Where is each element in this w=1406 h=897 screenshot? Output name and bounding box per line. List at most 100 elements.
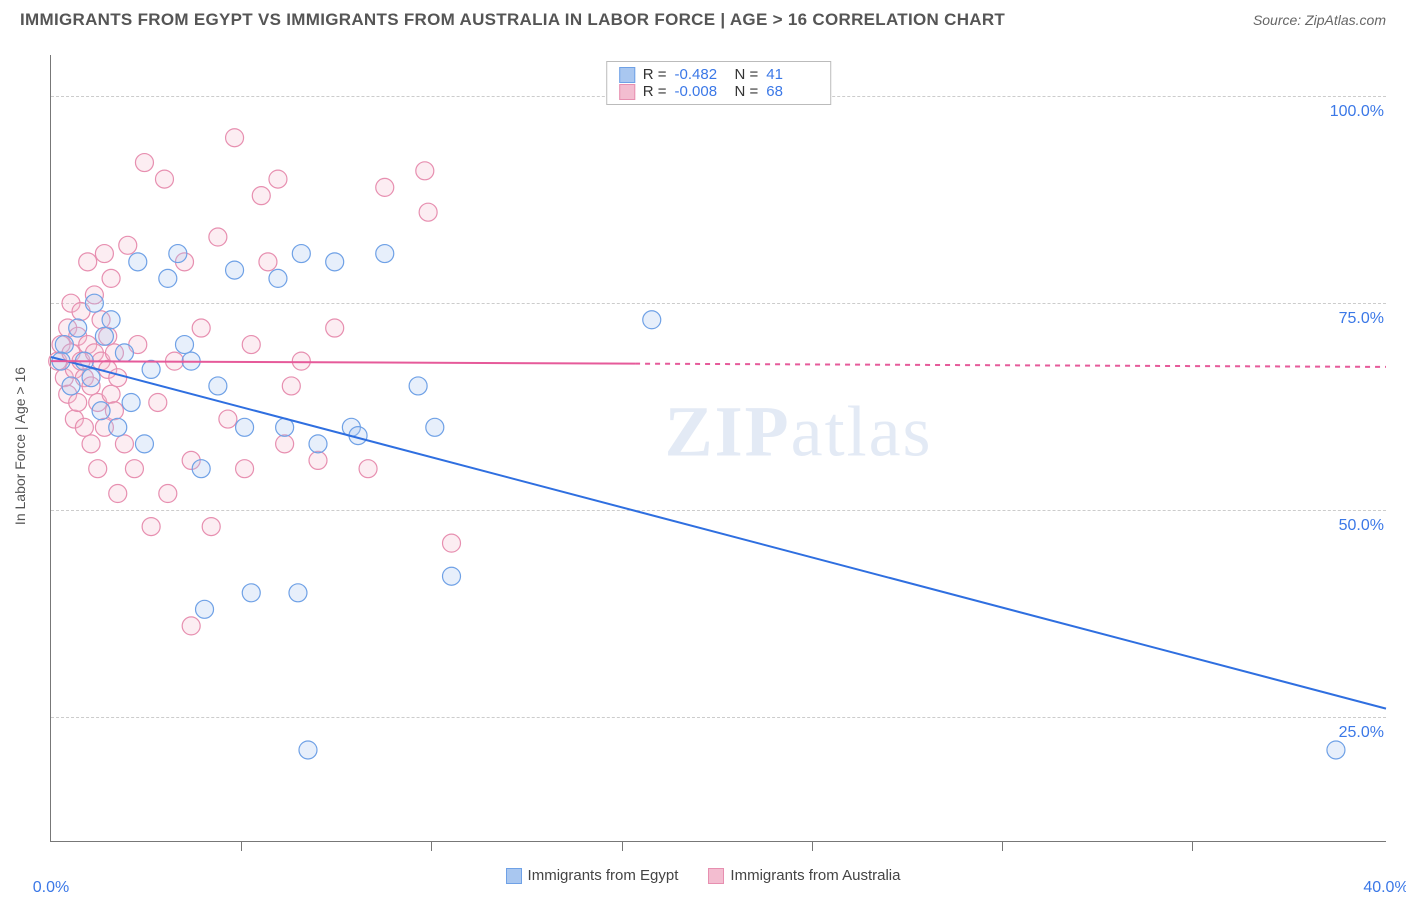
data-point bbox=[419, 203, 437, 221]
data-point bbox=[242, 336, 260, 354]
data-point bbox=[299, 741, 317, 759]
stats-row: R =-0.008N =68 bbox=[619, 83, 819, 100]
data-point bbox=[119, 236, 137, 254]
chart-plot-area: ZIPatlas R =-0.482N =41R =-0.008N =68 25… bbox=[50, 55, 1386, 842]
data-point bbox=[69, 393, 87, 411]
data-point bbox=[236, 418, 254, 436]
chart-title: IMMIGRANTS FROM EGYPT VS IMMIGRANTS FROM… bbox=[20, 10, 1005, 30]
data-point bbox=[142, 518, 160, 536]
data-point bbox=[122, 393, 140, 411]
x-tick bbox=[1192, 841, 1193, 851]
data-point bbox=[443, 534, 461, 552]
data-point bbox=[115, 435, 133, 453]
legend-item: Immigrants from Australia bbox=[708, 867, 900, 884]
x-tick bbox=[241, 841, 242, 851]
trend-line bbox=[51, 357, 1386, 709]
legend-swatch bbox=[506, 868, 522, 884]
correlation-stats-box: R = -0.482 N = 41R = -0.008 N = 68 bbox=[606, 61, 832, 105]
data-point bbox=[69, 319, 87, 337]
data-point bbox=[149, 393, 167, 411]
data-point bbox=[1327, 741, 1345, 759]
data-point bbox=[309, 435, 327, 453]
data-point bbox=[276, 435, 294, 453]
data-point bbox=[292, 352, 310, 370]
data-point bbox=[125, 460, 143, 478]
legend-label: Immigrants from Australia bbox=[730, 867, 900, 884]
x-tick bbox=[431, 841, 432, 851]
stat-n-label: N = bbox=[735, 66, 759, 83]
data-point bbox=[192, 460, 210, 478]
data-point bbox=[135, 154, 153, 172]
data-point bbox=[269, 269, 287, 287]
source-prefix: Source: bbox=[1253, 12, 1305, 28]
data-point bbox=[75, 418, 93, 436]
data-point bbox=[376, 245, 394, 263]
data-point bbox=[269, 170, 287, 188]
data-point bbox=[62, 377, 80, 395]
stat-r-value: -0.008 bbox=[675, 83, 727, 100]
data-point bbox=[196, 600, 214, 618]
x-tick bbox=[1002, 841, 1003, 851]
data-point bbox=[159, 485, 177, 503]
data-point bbox=[359, 460, 377, 478]
data-point bbox=[135, 435, 153, 453]
title-bar: IMMIGRANTS FROM EGYPT VS IMMIGRANTS FROM… bbox=[0, 0, 1406, 30]
data-point bbox=[85, 294, 103, 312]
stat-r-value: -0.482 bbox=[675, 66, 727, 83]
data-point bbox=[129, 253, 147, 271]
trend-line-extrapolated bbox=[635, 364, 1386, 367]
data-point bbox=[226, 129, 244, 147]
legend-bottom: Immigrants from Egypt Immigrants from Aus… bbox=[0, 867, 1406, 884]
legend-swatch bbox=[708, 868, 724, 884]
stat-r-label: R = bbox=[643, 66, 667, 83]
data-point bbox=[202, 518, 220, 536]
data-point bbox=[155, 170, 173, 188]
data-point bbox=[309, 451, 327, 469]
data-point bbox=[643, 311, 661, 329]
data-point bbox=[326, 319, 344, 337]
data-point bbox=[169, 245, 187, 263]
legend-label: Immigrants from Egypt bbox=[528, 867, 679, 884]
trend-line bbox=[51, 361, 635, 364]
stat-n-value: 68 bbox=[766, 83, 818, 100]
scatter-plot bbox=[51, 55, 1386, 841]
data-point bbox=[102, 385, 120, 403]
legend-swatch bbox=[619, 84, 635, 100]
data-point bbox=[242, 584, 260, 602]
data-point bbox=[55, 336, 73, 354]
data-point bbox=[209, 377, 227, 395]
data-point bbox=[416, 162, 434, 180]
data-point bbox=[95, 327, 113, 345]
data-point bbox=[102, 269, 120, 287]
legend-swatch bbox=[619, 67, 635, 83]
data-point bbox=[289, 584, 307, 602]
data-point bbox=[109, 485, 127, 503]
data-point bbox=[282, 377, 300, 395]
data-point bbox=[95, 245, 113, 263]
data-point bbox=[226, 261, 244, 279]
data-point bbox=[82, 369, 100, 387]
data-point bbox=[159, 269, 177, 287]
data-point bbox=[409, 377, 427, 395]
source-name: ZipAtlas.com bbox=[1305, 12, 1386, 28]
data-point bbox=[426, 418, 444, 436]
data-point bbox=[192, 319, 210, 337]
data-point bbox=[109, 369, 127, 387]
data-point bbox=[89, 460, 107, 478]
stats-row: R = -0.482 N = 41 bbox=[619, 66, 819, 83]
data-point bbox=[292, 245, 310, 263]
data-point bbox=[252, 187, 270, 205]
data-point bbox=[115, 344, 133, 362]
x-tick bbox=[622, 841, 623, 851]
data-point bbox=[376, 178, 394, 196]
data-point bbox=[209, 228, 227, 246]
stat-n-value: 41 bbox=[766, 66, 818, 83]
stat-n-label: N = bbox=[735, 83, 759, 100]
data-point bbox=[219, 410, 237, 428]
data-point bbox=[109, 418, 127, 436]
data-point bbox=[142, 360, 160, 378]
data-point bbox=[82, 435, 100, 453]
source-credit: Source: ZipAtlas.com bbox=[1253, 12, 1386, 28]
data-point bbox=[102, 311, 120, 329]
data-point bbox=[236, 460, 254, 478]
